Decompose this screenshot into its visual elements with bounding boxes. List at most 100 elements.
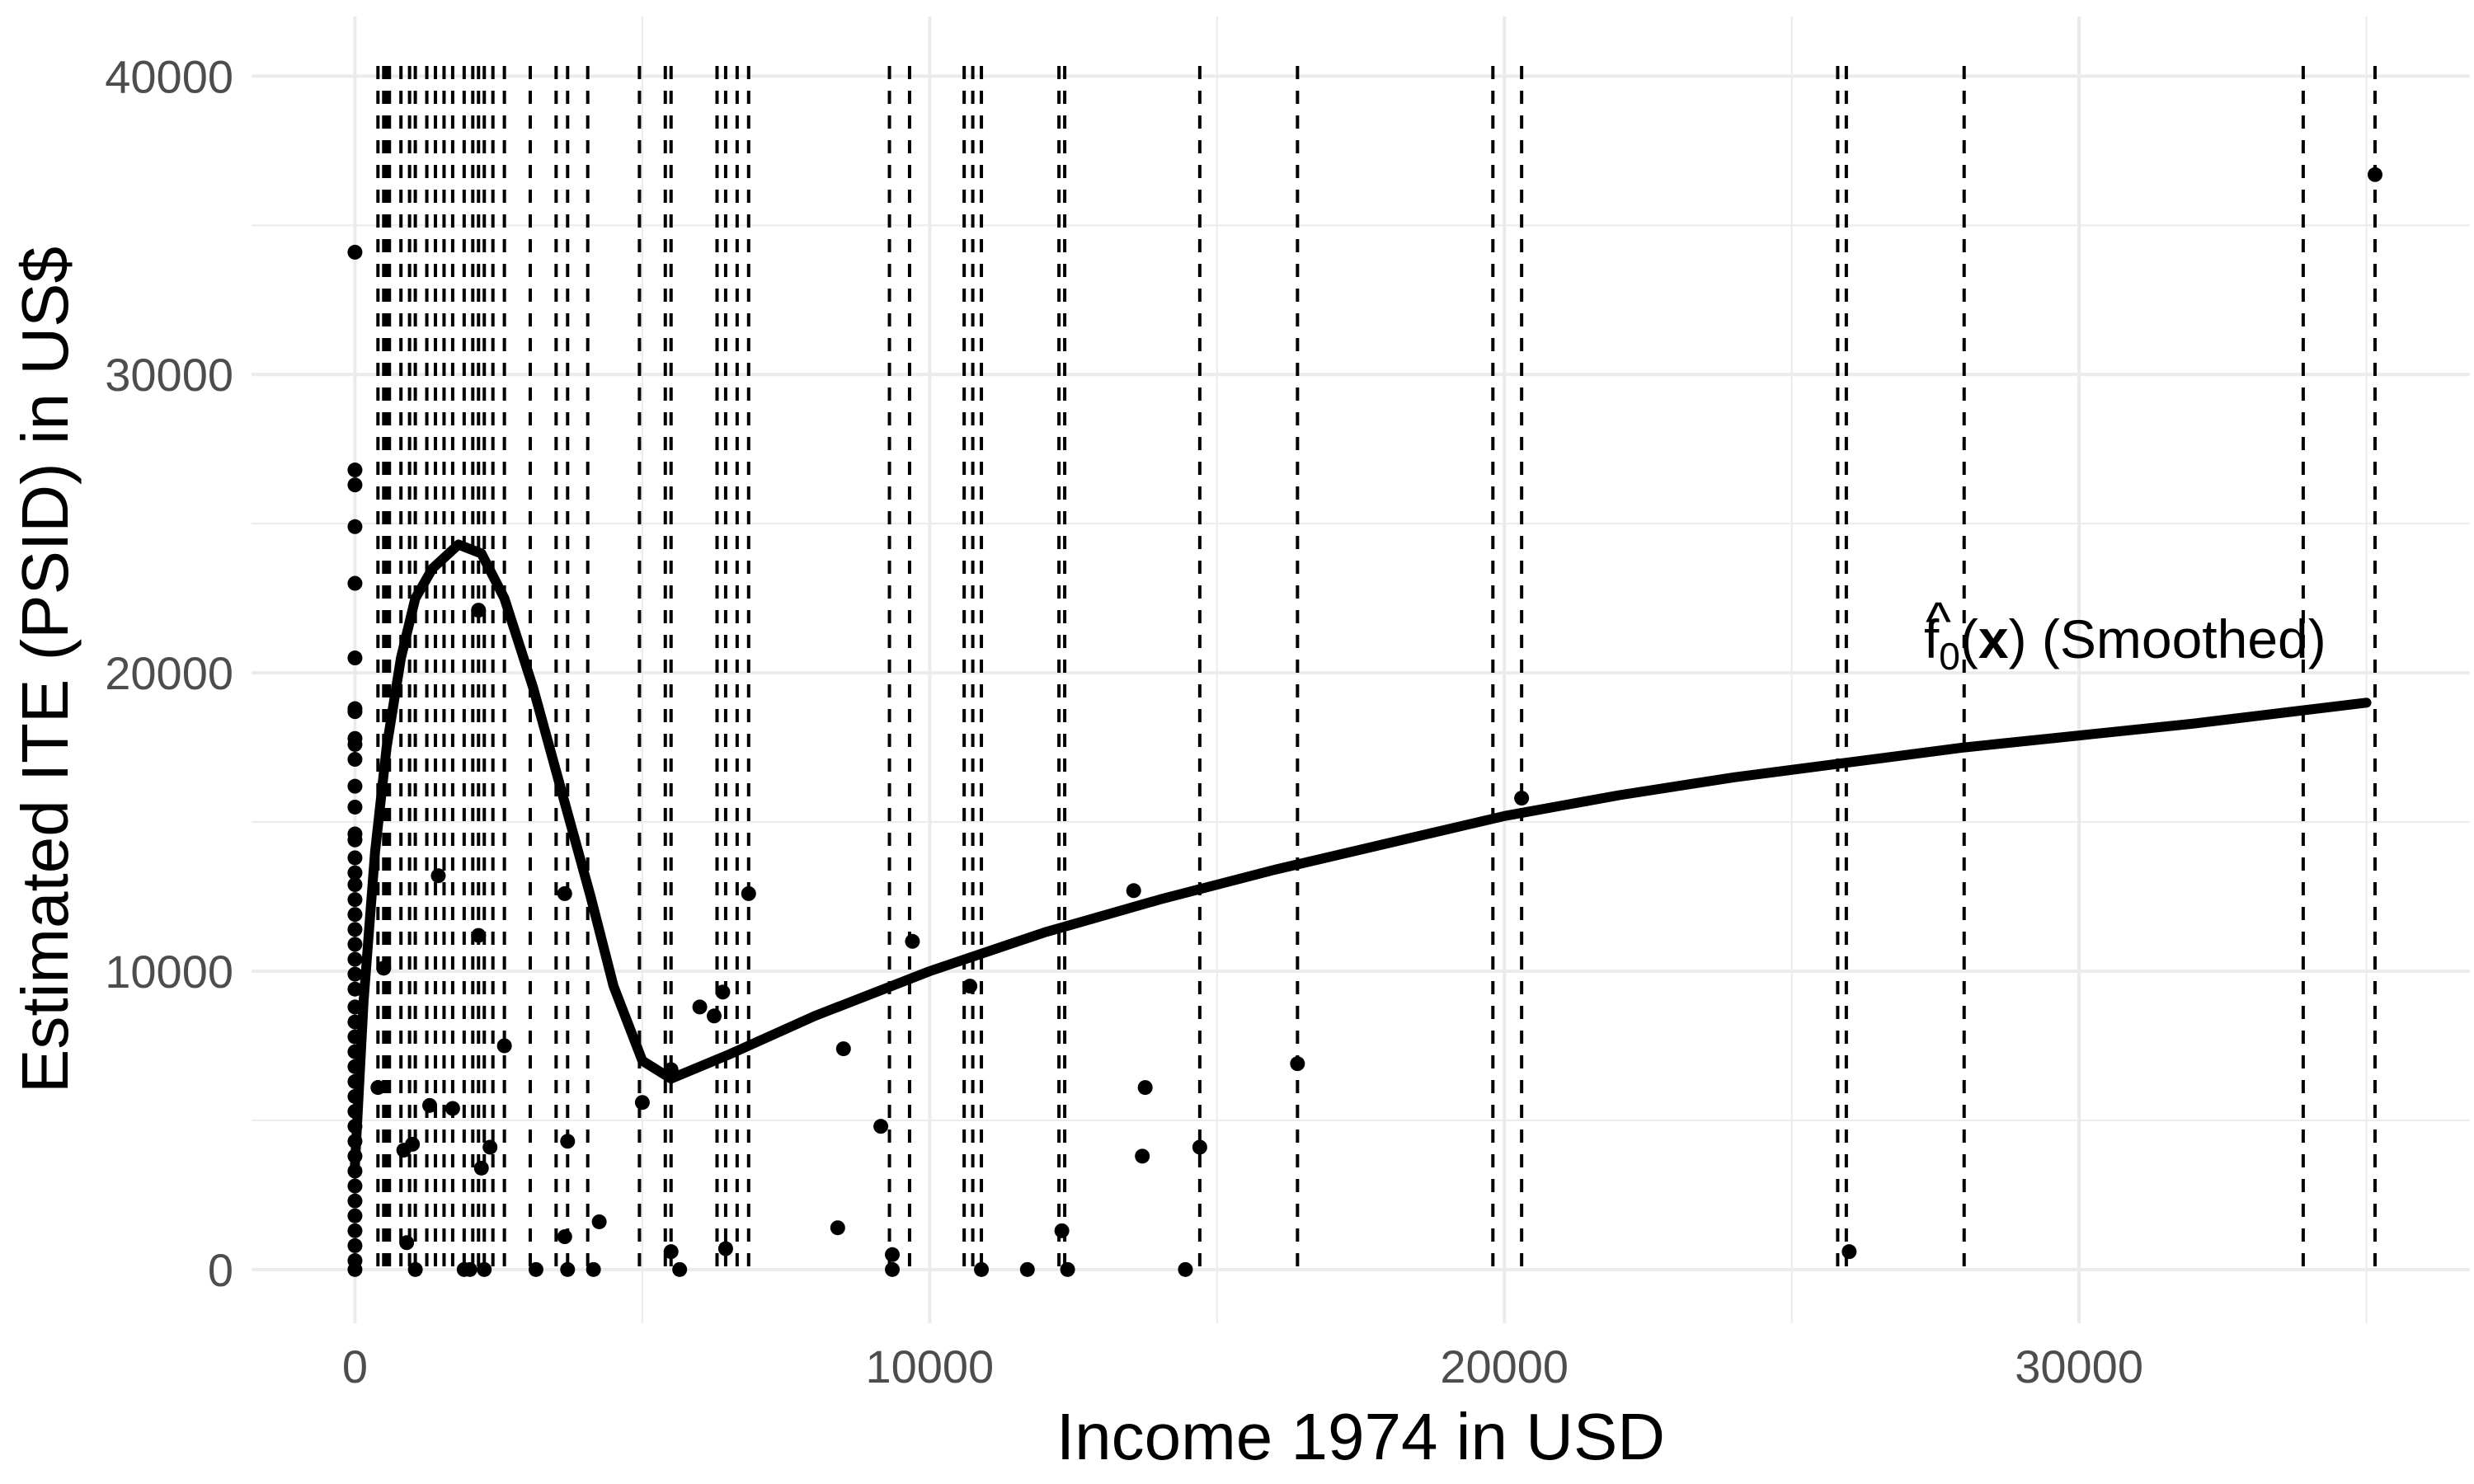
scatter-point (347, 832, 363, 848)
scatter-point (1192, 1139, 1207, 1155)
scatter-point (1126, 883, 1141, 899)
y-tick-label: 0 (208, 1244, 233, 1296)
scatter-point (1054, 1223, 1070, 1238)
scatter-point (347, 1237, 363, 1253)
smoothed-curve (350, 539, 2372, 1171)
annotation-f: f (1924, 608, 1940, 669)
scatter-points (347, 167, 2383, 1277)
annotation-close-paren: ) (2009, 608, 2027, 669)
annotation-subscript: 0 (1939, 635, 1960, 678)
x-axis-title: Income 1974 in USD (1056, 1400, 1665, 1473)
scatter-point (347, 937, 363, 952)
scatter-point (347, 575, 363, 591)
scatter-point (407, 1261, 423, 1277)
x-tick-label: 10000 (865, 1341, 994, 1392)
scatter-point (560, 1261, 576, 1277)
scatter-point (830, 1220, 845, 1236)
annotation-open-paren: ( (1960, 608, 1978, 669)
scatter-point (347, 951, 363, 967)
scatter-point (692, 999, 708, 1015)
scatter-point (962, 979, 978, 994)
scatter-point (741, 885, 756, 901)
y-axis-ticks: 0 10000 20000 30000 40000 (105, 50, 233, 1295)
scatter-point (1178, 1261, 1193, 1277)
scatter-point (347, 1261, 363, 1277)
scatter-point (482, 1139, 498, 1155)
scatter-point (974, 1261, 990, 1277)
scatter-point (347, 752, 363, 768)
scatter-point (347, 799, 363, 815)
scatter-point (557, 1229, 572, 1245)
scatter-point (634, 1095, 650, 1111)
scatter-point (347, 1223, 363, 1238)
scatter-point (885, 1261, 901, 1277)
scatter-point (347, 865, 363, 881)
vertical-reference-lines (376, 66, 2378, 1274)
scatter-point (1060, 1261, 1075, 1277)
scatter-point (347, 736, 363, 752)
scatter-point (496, 1038, 512, 1054)
scatter-point (1841, 1244, 1857, 1260)
scatter-point (347, 892, 363, 908)
scatter-point (347, 650, 363, 666)
scatter-point (471, 603, 487, 618)
scatter-point (471, 928, 487, 943)
scatter-point (1514, 791, 1530, 806)
scatter-point (715, 984, 731, 1000)
y-tick-label: 10000 (105, 946, 233, 998)
scatter-point (591, 1214, 607, 1229)
x-tick-label: 30000 (2015, 1341, 2143, 1392)
scatter-point (376, 960, 392, 976)
scatter-point (347, 519, 363, 534)
scatter-point (430, 868, 446, 884)
annotation-x: x (1978, 608, 2009, 669)
scatter-point (473, 1160, 489, 1176)
annotation-suffix: (Smoothed) (2027, 608, 2326, 669)
scatter-point (422, 1097, 438, 1113)
scatter-point (1290, 1056, 1305, 1072)
scatter-point (528, 1261, 543, 1277)
scatter-point (444, 1101, 460, 1116)
scatter-point (873, 1119, 889, 1134)
x-tick-label: 20000 (1440, 1341, 1569, 1392)
scatter-point (560, 1134, 576, 1149)
scatter-point (1019, 1261, 1035, 1277)
scatter-point (885, 1247, 901, 1262)
scatter-point (347, 463, 363, 478)
scatter-point (399, 1235, 415, 1251)
x-axis-ticks: 0 10000 20000 30000 (342, 1341, 2143, 1392)
y-tick-label: 30000 (105, 349, 233, 401)
scatter-point (477, 1261, 492, 1277)
scatter-point (347, 1208, 363, 1223)
scatter-point (586, 1261, 601, 1277)
scatter-point (347, 1193, 363, 1209)
scatter-point (706, 1008, 722, 1024)
scatter-point (347, 778, 363, 794)
scatter-point (405, 1136, 421, 1152)
scatter-point (347, 244, 363, 260)
y-axis-title: Estimated ITE (PSID) in US$ (8, 247, 82, 1093)
scatter-point (717, 1241, 733, 1256)
scatter-point (2368, 167, 2383, 182)
scatter-point (347, 966, 363, 982)
scatter-point (347, 850, 363, 866)
scatter-point (1135, 1148, 1150, 1164)
scatter-point (347, 981, 363, 997)
scatter-point (347, 877, 363, 893)
scatter-point (905, 933, 920, 949)
x-tick-label: 0 (342, 1341, 368, 1392)
scatter-point (347, 704, 363, 720)
scatter-point (835, 1041, 851, 1057)
scatter-point (370, 1080, 386, 1096)
scatter-point (663, 1244, 679, 1260)
grid-lines (252, 16, 2470, 1323)
scatter-point (347, 1178, 363, 1194)
annotation-hat: ^ (1926, 590, 1951, 651)
curve-annotation: f0(x) (Smoothed) (1924, 608, 2326, 678)
scatter-point (347, 922, 363, 937)
scatter-point (347, 477, 363, 493)
y-tick-label: 20000 (105, 647, 233, 699)
y-tick-label: 40000 (105, 50, 233, 102)
scatter-point (672, 1261, 688, 1277)
